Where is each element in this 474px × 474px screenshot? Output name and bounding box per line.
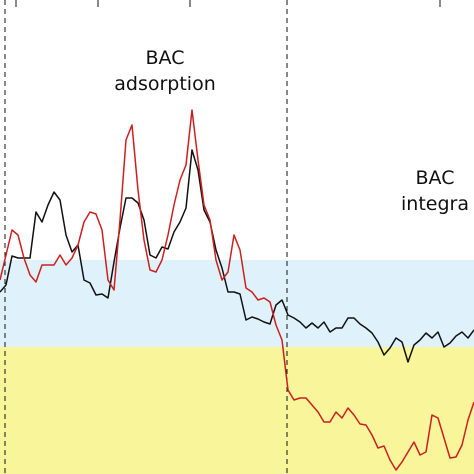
annotation: adsorption <box>114 73 216 95</box>
band <box>0 260 474 347</box>
top-ticks <box>15 0 441 7</box>
annotation: BAC <box>416 167 455 189</box>
series-line <box>0 149 474 363</box>
bands <box>0 260 474 474</box>
series-line <box>0 109 474 471</box>
band <box>0 347 474 474</box>
annotation: integra <box>401 193 469 215</box>
annotation: BAC <box>146 47 185 69</box>
